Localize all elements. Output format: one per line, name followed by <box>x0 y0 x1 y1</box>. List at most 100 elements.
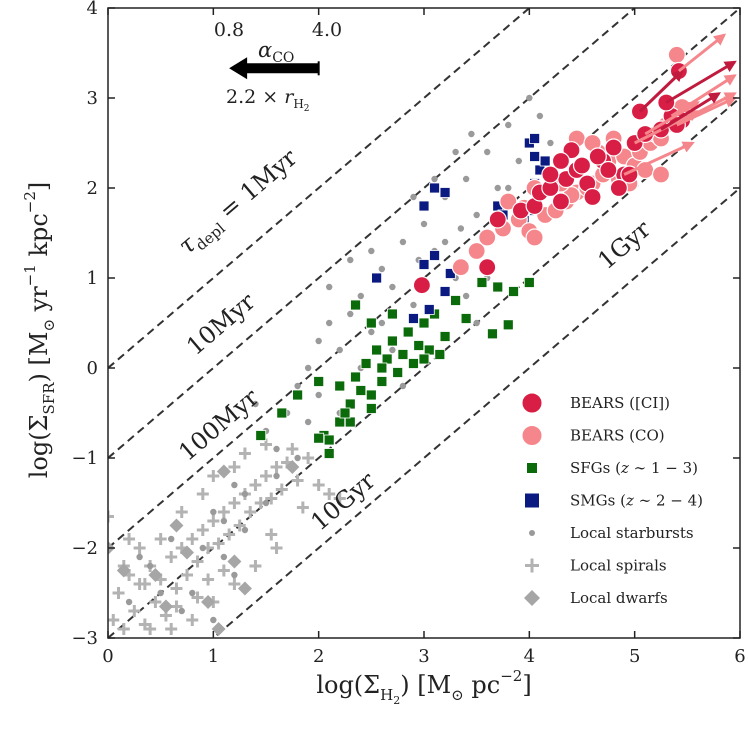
alpha-co-arrow: 0.8 4.0 αCO 2.2 × rH2 <box>214 19 342 114</box>
depletion-label-1: τdepl = 1Myr <box>173 143 306 263</box>
point-square <box>492 281 504 293</box>
point-plus <box>228 578 241 590</box>
point-square <box>502 319 514 331</box>
point-square <box>339 407 351 419</box>
y-tick-label: 4 <box>87 0 98 19</box>
point-diamond <box>116 563 131 578</box>
x-tick-label: 2 <box>313 646 324 667</box>
point-plus <box>191 591 204 604</box>
point-plus <box>165 551 178 563</box>
point-square <box>313 432 325 444</box>
upper-limit-arrow <box>660 92 721 131</box>
point-dot <box>399 238 407 246</box>
point-dot <box>473 319 480 327</box>
x-tick-label: 3 <box>418 646 429 667</box>
point-plus <box>186 533 199 545</box>
point-plus <box>238 447 251 460</box>
point-plus <box>181 569 193 581</box>
point-dot <box>410 301 417 309</box>
point-square <box>371 344 383 356</box>
point-dot <box>304 418 312 426</box>
point-dot <box>494 184 501 192</box>
x-tick-label: 0 <box>102 646 113 667</box>
y-axis-title: log(ΣSFR) [M⊙ yr−1 kpc−2] <box>21 182 58 479</box>
point-dot <box>136 553 143 561</box>
point-square <box>292 389 304 401</box>
point-square <box>386 335 398 347</box>
point-plus <box>296 501 309 514</box>
point-plus <box>175 506 188 518</box>
point-square <box>450 295 462 306</box>
point-square <box>350 371 361 383</box>
legend-marker <box>524 590 540 606</box>
point-plus <box>108 510 114 523</box>
point-square <box>323 448 335 459</box>
axis-titles: log(ΣH2) [M⊙ pc−2] log(ΣSFR) [M⊙ yr−1 kpc… <box>21 182 532 707</box>
legend-label: BEARS ([CI]) <box>570 394 670 412</box>
upper-limit-arrow <box>644 101 700 136</box>
point-circle <box>451 258 470 277</box>
point-circle <box>499 192 518 211</box>
point-square <box>439 331 451 342</box>
point-square <box>508 286 519 297</box>
y-tick-label: −2 <box>71 538 98 559</box>
legend-marker <box>527 463 537 473</box>
point-square <box>418 317 430 329</box>
point-dot <box>420 220 428 228</box>
point-circle <box>599 160 618 180</box>
point-plus <box>270 461 283 473</box>
point-square <box>429 250 440 261</box>
alpha-right-label: 4.0 <box>312 19 342 41</box>
point-plus <box>265 492 278 505</box>
y-tick-label: 0 <box>87 358 98 379</box>
point-dot <box>368 328 375 336</box>
point-square <box>423 304 435 315</box>
point-dot <box>347 256 354 264</box>
point-plus <box>312 479 325 491</box>
legend-label: Local spirals <box>570 557 667 575</box>
point-square <box>529 151 540 162</box>
point-dot <box>326 319 333 327</box>
point-dot <box>378 319 386 327</box>
point-square <box>344 416 356 428</box>
point-dot <box>547 139 554 147</box>
point-square <box>539 155 551 167</box>
point-square <box>344 398 356 410</box>
upper-limit-arrow <box>677 33 727 73</box>
depletion-label-5: 10Gyr <box>305 466 380 536</box>
point-plus <box>228 461 241 473</box>
point-square <box>355 385 367 396</box>
point-square <box>529 133 540 144</box>
point-dot <box>347 310 354 318</box>
point-dot <box>199 544 206 552</box>
x-tick-label: 4 <box>524 646 535 667</box>
legend-label: BEARS (CO) <box>570 427 665 445</box>
upper-limit-arrows <box>623 33 737 176</box>
point-diamond <box>201 595 216 609</box>
alpha-arrow-head <box>229 57 248 80</box>
point-diamond <box>216 464 231 479</box>
point-dot <box>220 517 228 525</box>
point-square <box>434 349 446 360</box>
point-circle <box>478 228 497 247</box>
point-plus <box>270 542 283 554</box>
point-plus <box>228 497 241 509</box>
point-square <box>386 308 398 320</box>
point-square <box>439 286 451 297</box>
point-dot <box>536 112 544 120</box>
point-dot <box>189 589 196 597</box>
point-square <box>439 187 451 198</box>
point-plus <box>117 623 130 635</box>
point-circle <box>651 165 671 184</box>
y-tick-label: −1 <box>71 448 98 469</box>
point-plus <box>217 564 230 577</box>
point-square <box>323 434 335 446</box>
point-plus <box>108 614 120 626</box>
point-square <box>376 376 388 387</box>
point-square <box>276 407 288 419</box>
point-circle <box>551 192 571 211</box>
point-plus <box>260 470 272 482</box>
point-dot <box>368 247 375 255</box>
point-plus <box>212 537 225 550</box>
point-dot <box>357 292 364 300</box>
